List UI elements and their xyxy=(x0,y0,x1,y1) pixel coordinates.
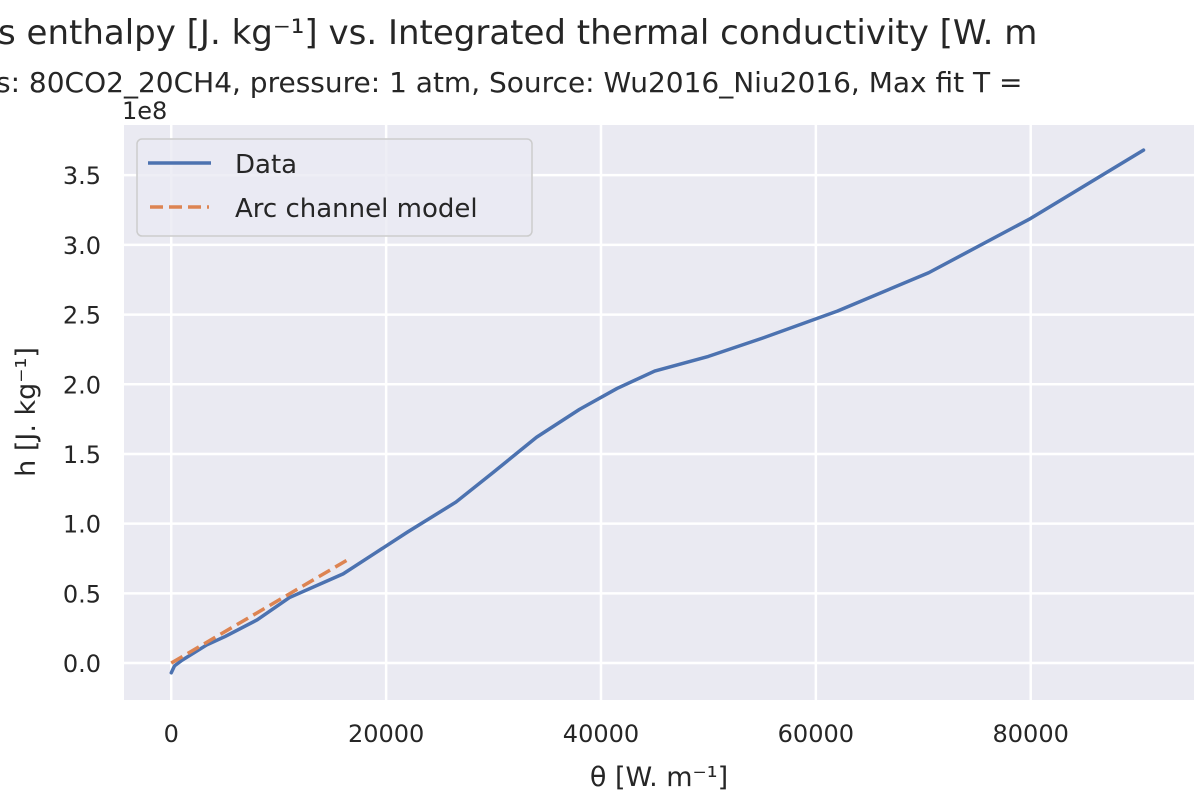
y-tick-label: 0.0 xyxy=(63,650,101,678)
x-tick-label: 60000 xyxy=(778,720,854,748)
x-axis-label: θ [W. m⁻¹] xyxy=(590,762,728,793)
legend-label-model: Arc channel model xyxy=(235,194,478,224)
series-lines xyxy=(169,148,1146,675)
legend: Data Arc channel model xyxy=(136,138,533,237)
y-tick-label: 2.0 xyxy=(63,371,101,399)
grid xyxy=(124,125,1194,700)
x-tick-label: 40000 xyxy=(563,720,639,748)
series-line-data xyxy=(169,148,1146,675)
chart-subtitle: s: 80CO2_20CH4, pressure: 1 atm, Source:… xyxy=(0,66,1023,99)
y-axis-label: h [J. kg⁻¹] xyxy=(11,347,42,477)
x-ticks: 0 20000 40000 60000 80000 xyxy=(164,720,1069,748)
x-tick-label: 80000 xyxy=(993,720,1069,748)
legend-label-data: Data xyxy=(235,150,297,180)
legend-frame xyxy=(136,138,533,237)
x-tick-label: 20000 xyxy=(348,720,424,748)
y-offset-label: 1e8 xyxy=(122,97,167,125)
y-tick-label: 2.5 xyxy=(63,302,101,330)
y-tick-label: 1.0 xyxy=(63,511,101,539)
x-tick-label: 0 xyxy=(164,720,179,748)
y-tick-label: 3.0 xyxy=(63,232,101,260)
chart-title: s enthalpy [J. kg⁻¹] vs. Integrated ther… xyxy=(0,13,1037,53)
y-tick-label: 3.5 xyxy=(63,162,101,190)
y-ticks: 0.0 0.5 1.0 1.5 2.0 2.5 3.0 3.5 xyxy=(63,162,101,678)
series-line-arc-channel-model xyxy=(170,558,349,665)
y-tick-label: 1.5 xyxy=(63,441,101,469)
y-tick-label: 0.5 xyxy=(63,580,101,608)
